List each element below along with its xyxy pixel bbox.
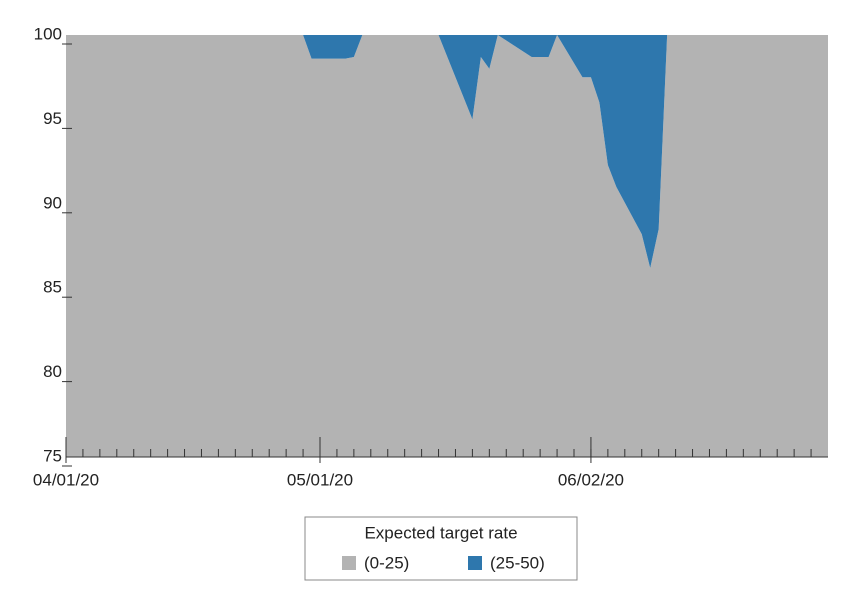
- area: [66, 35, 828, 457]
- y-tick-label: 80: [43, 362, 62, 381]
- legend-swatch: [342, 556, 356, 570]
- legend-swatch: [468, 556, 482, 570]
- y-tick-label: 85: [43, 278, 62, 297]
- y-tick-label: 90: [43, 193, 62, 212]
- legend-title: Expected target rate: [364, 523, 517, 542]
- legend-label: (25-50): [490, 553, 545, 572]
- x-tick-label: 05/01/20: [287, 470, 353, 489]
- x-tick-label: 06/02/20: [558, 470, 624, 489]
- area: [66, 35, 828, 268]
- legend-label: (0-25): [364, 553, 409, 572]
- y-tick-label: 75: [43, 446, 62, 465]
- y-tick-label: 95: [43, 109, 62, 128]
- x-tick-label: 04/01/20: [33, 470, 99, 489]
- y-tick-label: 100: [34, 24, 62, 43]
